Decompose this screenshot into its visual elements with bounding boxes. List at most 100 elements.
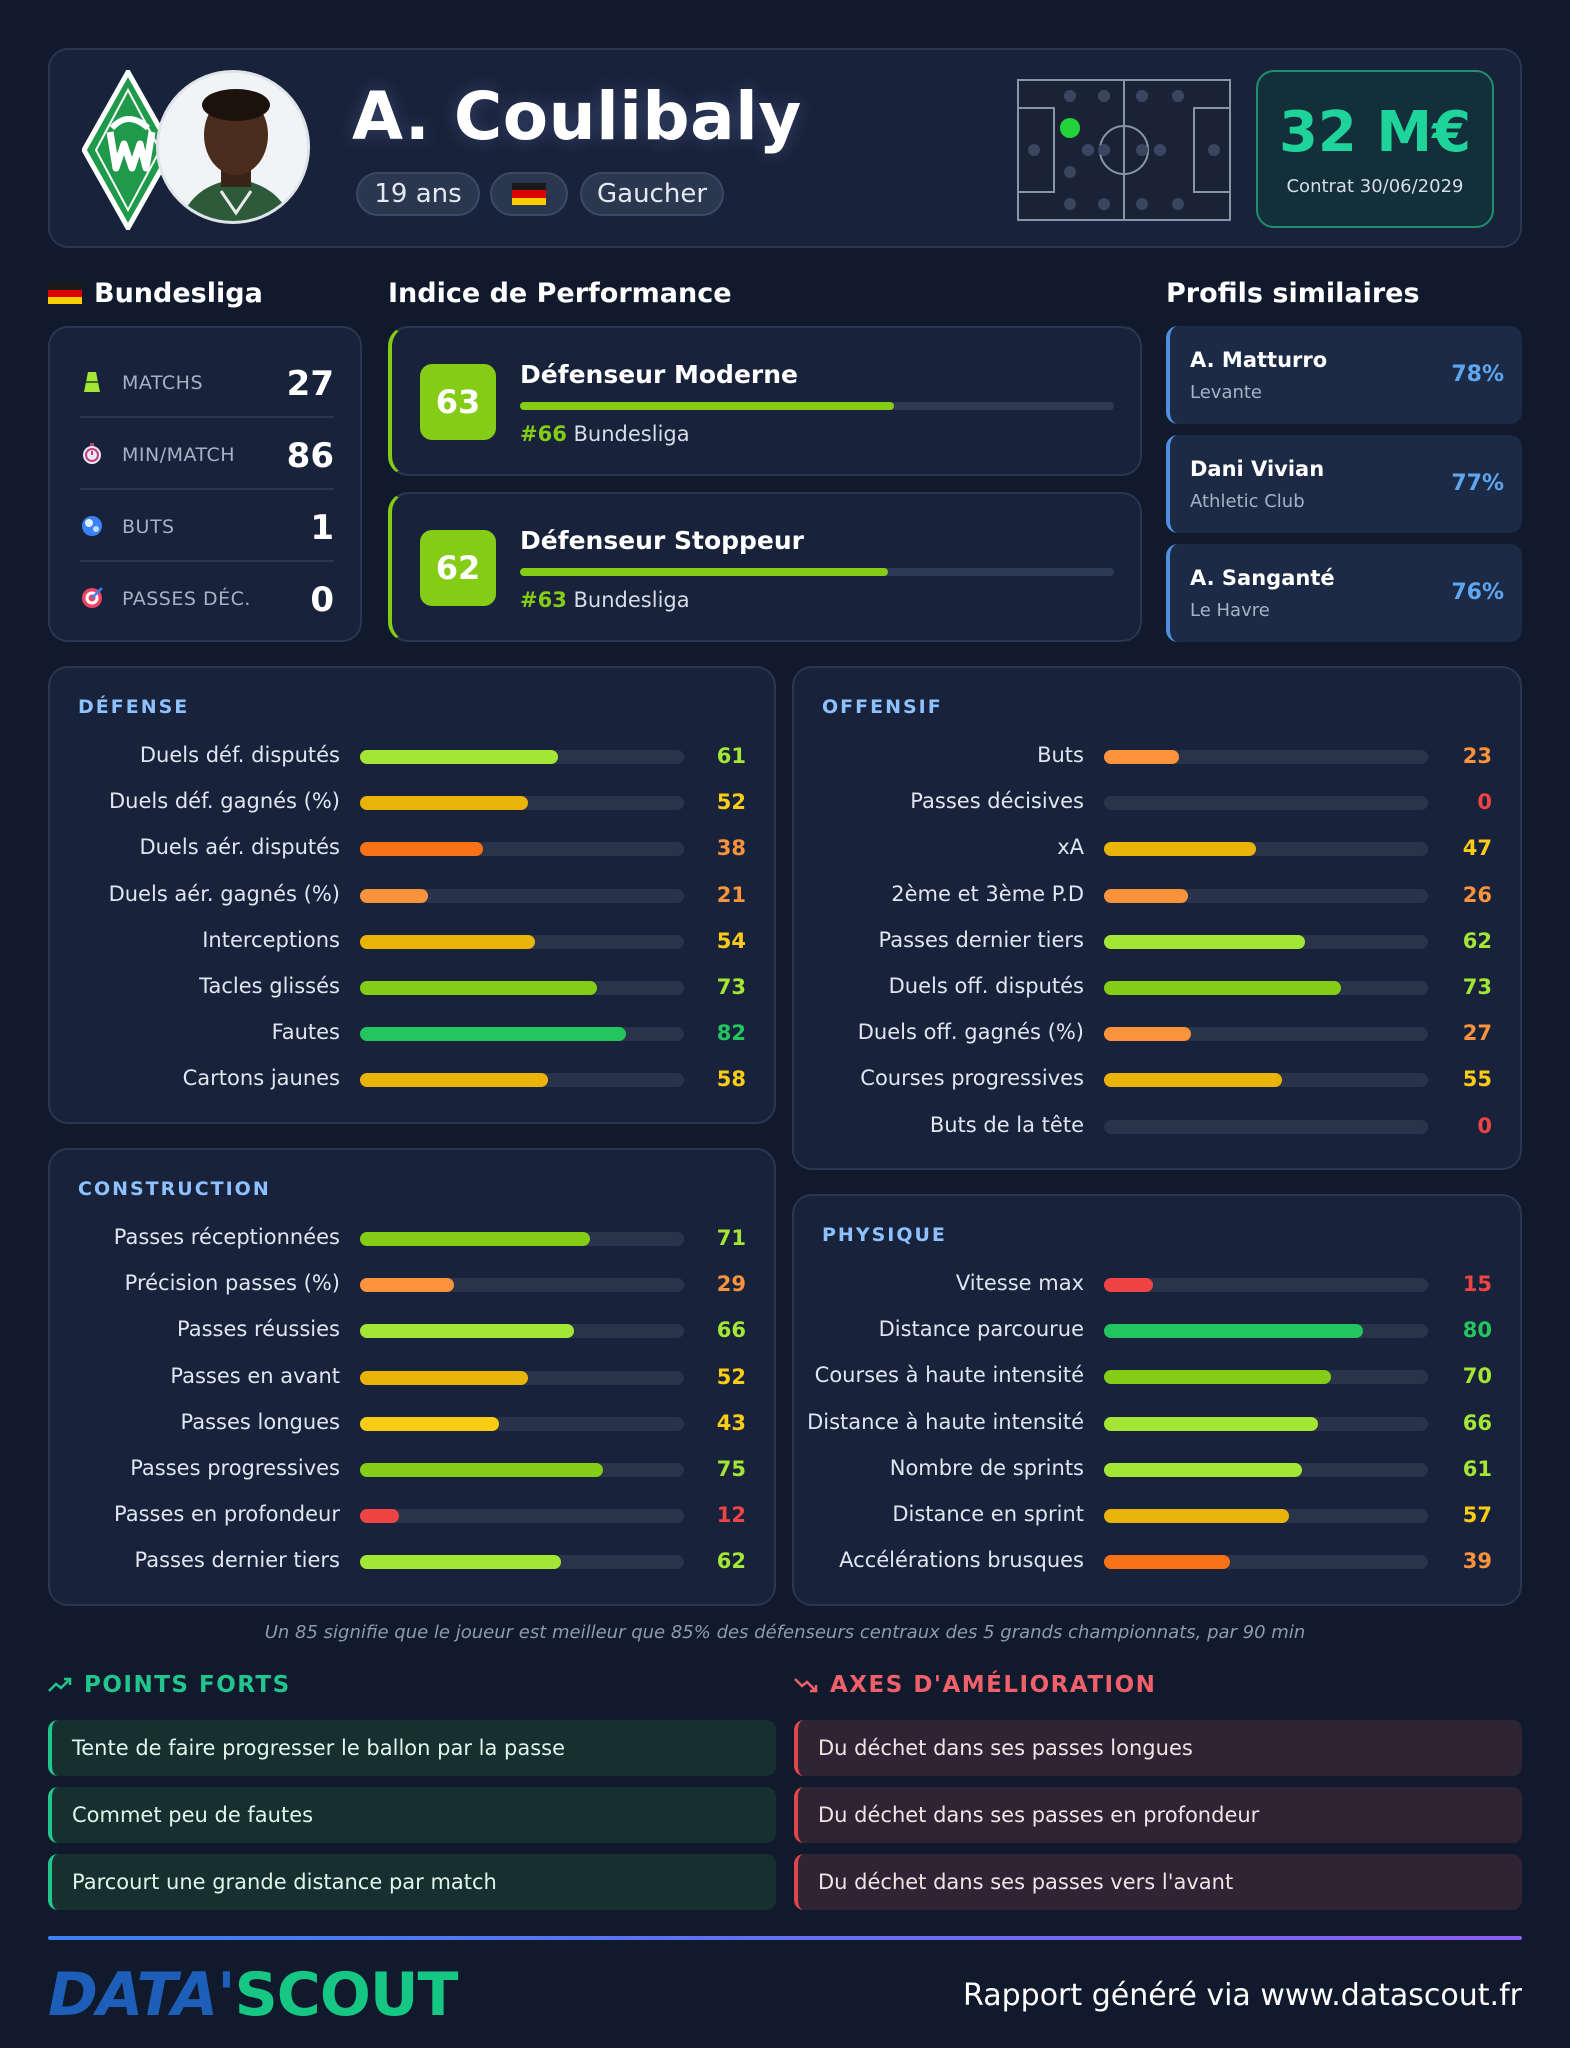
similar-profile-card[interactable]: A. Matturro Levante 78% <box>1166 326 1522 424</box>
metric-row: Buts de la tête 0 <box>794 1104 1520 1150</box>
metric-value: 27 <box>1462 1021 1492 1046</box>
panel-title: DÉFENSE <box>78 696 190 718</box>
metric-bar-fill <box>1104 1324 1364 1339</box>
metric-bar-track <box>360 934 684 949</box>
performance-rank: #63 Bundesliga <box>520 588 690 612</box>
metric-bar-fill <box>360 934 535 949</box>
metric-row: Duels off. disputés 73 <box>794 965 1520 1011</box>
metric-bar-fill <box>360 1416 500 1431</box>
metric-value: 82 <box>716 1021 746 1046</box>
metric-label: Courses à haute intensité <box>814 1363 1084 1388</box>
metric-value: 73 <box>1462 975 1492 999</box>
metric-bar-fill <box>360 1463 603 1477</box>
strength-item: Tente de faire progresser le ballon par … <box>48 1720 776 1776</box>
metric-label: Tacles glissés <box>199 974 340 998</box>
metric-bar-track <box>360 1027 684 1042</box>
stat-row-goals: BUTS 1 <box>80 490 334 562</box>
datascout-logo[interactable]: DATA'SCOUT <box>48 1960 458 2030</box>
metric-bar-fill <box>1104 750 1179 764</box>
metric-label: Distance en sprint <box>892 1502 1084 1526</box>
metric-label: Passes en profondeur <box>113 1502 340 1527</box>
stat-row-minutes: MIN/MATCH 86 <box>80 418 334 490</box>
similar-player-name: A. Sanganté <box>1190 566 1335 590</box>
metric-bar-track <box>1104 1324 1428 1339</box>
metric-bar-fill <box>360 1555 561 1570</box>
similar-profile-card[interactable]: Dani Vivian Athletic Club 77% <box>1166 435 1522 533</box>
metric-row: xA 47 <box>794 826 1520 872</box>
metric-label: Duels off. gagnés (%) <box>857 1020 1084 1045</box>
metric-label: Fautes <box>271 1020 340 1045</box>
metric-bar-track <box>1104 1555 1428 1570</box>
nationality-badge <box>490 172 568 216</box>
metric-bar-fill <box>1104 934 1305 949</box>
metric-bar-track <box>360 1463 684 1477</box>
preferred-foot-badge: Gaucher <box>580 172 724 216</box>
metric-bar-fill <box>1104 842 1257 857</box>
metric-bar-fill <box>1104 1278 1153 1292</box>
metric-bar-track <box>1104 1416 1428 1431</box>
metric-value: 39 <box>1462 1549 1492 1574</box>
physique-panel: PHYSIQUE Vitesse max 15 Distance parcourue… <box>792 1194 1522 1606</box>
metric-bar-track <box>1104 796 1428 811</box>
metric-value: 62 <box>716 1549 746 1574</box>
metric-bar-track <box>1104 1119 1428 1134</box>
metric-label: Buts de la tête <box>929 1112 1084 1137</box>
metric-value: 15 <box>1462 1272 1492 1296</box>
metric-row: Duels déf. gagnés (%) 52 <box>50 780 774 826</box>
metric-bar-track <box>360 1370 684 1385</box>
footer-divider <box>48 1936 1522 1940</box>
avatar <box>156 70 310 224</box>
strength-item: Parcourt une grande distance par match <box>48 1854 776 1910</box>
metric-bar-track <box>360 1509 684 1524</box>
metric-label: Duels déf. disputés <box>139 743 340 767</box>
metric-value: 21 <box>716 882 746 907</box>
metric-bar-track <box>1104 1073 1428 1088</box>
metric-bar-track <box>360 888 684 903</box>
metric-value: 61 <box>1462 1456 1492 1481</box>
metric-row: Courses à haute intensité 70 <box>794 1354 1520 1400</box>
metric-row: Passes en avant 52 <box>50 1355 774 1401</box>
metric-bar-track <box>360 1232 684 1246</box>
metric-value: 47 <box>1462 836 1492 861</box>
market-value: 32 M€ <box>1278 100 1472 165</box>
metric-label: Vitesse max <box>955 1271 1084 1295</box>
metric-value: 12 <box>716 1503 746 1528</box>
stopwatch-icon <box>83 443 101 464</box>
metric-bar-track <box>360 1278 684 1293</box>
metric-bar-track <box>360 842 684 857</box>
metric-bar-fill <box>1104 888 1189 903</box>
metric-bar-fill <box>360 1324 574 1339</box>
metric-row: Passes décisives 0 <box>794 780 1520 826</box>
similar-profile-card[interactable]: A. Sanganté Le Havre 76% <box>1166 544 1522 642</box>
metric-bar-track <box>1104 750 1428 764</box>
similar-player-name: Dani Vivian <box>1190 457 1325 481</box>
panel-title: PHYSIQUE <box>822 1224 947 1246</box>
strengths-title: POINTS FORTS <box>48 1672 291 1698</box>
metric-label: Précision passes (%) <box>124 1271 340 1296</box>
germany-flag-icon <box>512 183 546 205</box>
metric-bar-track <box>1104 934 1428 949</box>
metric-label: Duels déf. gagnés (%) <box>108 789 340 814</box>
age-badge: 19 ans <box>356 172 480 216</box>
metric-row: Vitesse max 15 <box>794 1262 1520 1308</box>
metric-label: Passes longues <box>180 1409 341 1434</box>
similar-player-club: Levante <box>1190 382 1263 403</box>
ball-icon <box>82 516 102 536</box>
metric-row: Accélérations brusques 39 <box>794 1539 1520 1585</box>
metric-bar-fill <box>360 796 529 811</box>
metric-bar-fill <box>360 1370 529 1385</box>
position-pitch-icon <box>1017 79 1231 221</box>
performance-bar <box>520 402 1114 410</box>
metric-label: Passes progressives <box>130 1456 340 1480</box>
performance-score: 62 <box>420 530 496 606</box>
metric-bar-track <box>360 981 684 995</box>
metric-value: 55 <box>1462 1067 1492 1092</box>
metric-row: Courses progressives 55 <box>794 1057 1520 1103</box>
metric-bar-track <box>360 1073 684 1088</box>
market-value-box: 32 M€ Contrat 30/06/2029 <box>1256 70 1494 228</box>
footer-report-link[interactable]: Rapport généré via www.datascout.fr <box>963 1978 1522 2013</box>
metric-bar-fill <box>360 1232 591 1246</box>
metric-value: 66 <box>1462 1410 1492 1435</box>
performance-title: Indice de Performance <box>388 278 732 309</box>
performance-card-stopper: 62 Défenseur Stoppeur #63 Bundesliga <box>388 492 1142 642</box>
